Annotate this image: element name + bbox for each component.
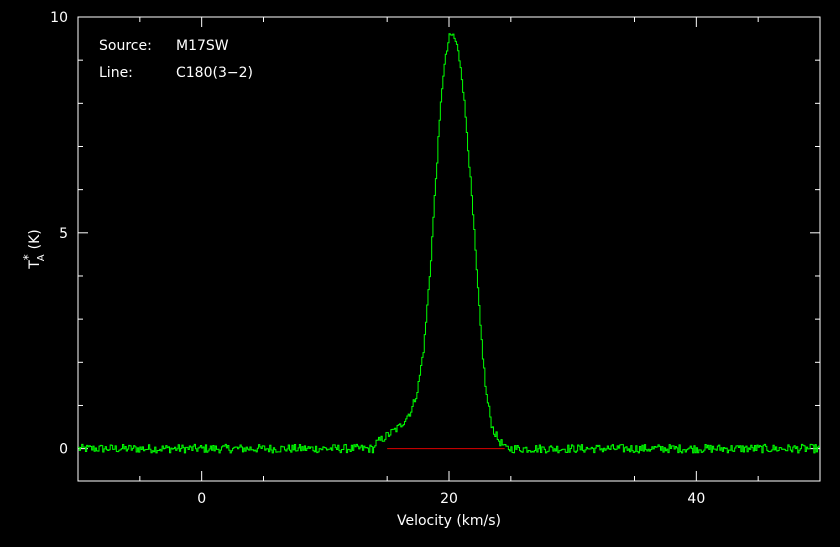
y-label-symbol: T xyxy=(27,260,43,270)
x-tick-label: 40 xyxy=(687,491,705,507)
x-tick-label: 20 xyxy=(440,491,458,507)
y-label-subscript: A xyxy=(36,254,47,261)
y-tick-label: 0 xyxy=(59,442,68,458)
spectrum-line xyxy=(78,33,820,454)
svg-text:T*A(K): T*A (K) xyxy=(21,229,47,270)
y-tick-label: 10 xyxy=(50,10,68,26)
y-axis-label: T*A (K) xyxy=(21,229,47,270)
y-label-superscript: * xyxy=(21,254,35,260)
x-tick-label: 0 xyxy=(197,491,206,507)
line-key: Line: xyxy=(99,65,133,81)
annotations: Source: M17SW Line: C180(3−2) xyxy=(99,38,253,81)
axis-ticks xyxy=(78,16,820,481)
y-tick-label: 5 xyxy=(59,226,68,242)
line-value: C180(3−2) xyxy=(176,65,253,81)
x-axis-label: Velocity (km/s) xyxy=(397,513,501,529)
plot-frame xyxy=(77,16,821,482)
source-key: Source: xyxy=(99,38,152,54)
source-value: M17SW xyxy=(176,38,229,54)
y-label-unit: (K) xyxy=(27,229,43,249)
tick-labels: 0 20 40 0 5 10 xyxy=(50,10,705,507)
